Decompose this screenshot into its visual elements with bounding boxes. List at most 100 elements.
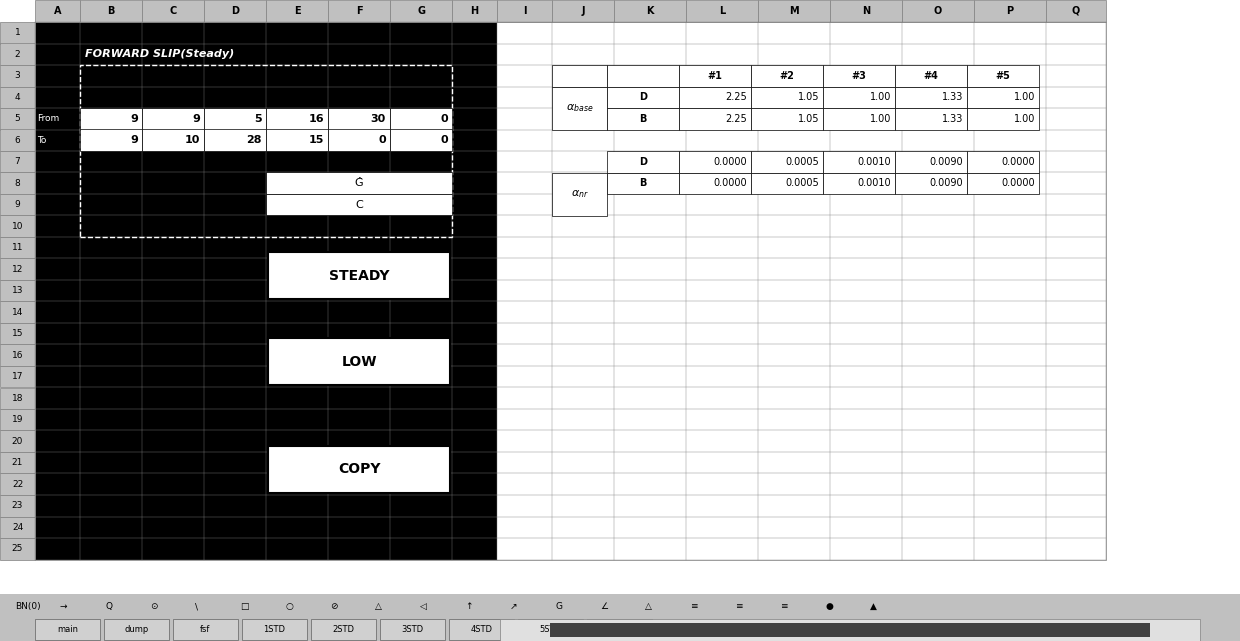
Bar — [35, 22, 1106, 560]
Bar — [823, 151, 895, 172]
Text: ↑: ↑ — [465, 602, 472, 611]
Text: 30: 30 — [371, 113, 386, 124]
Text: 1.00: 1.00 — [869, 92, 892, 103]
Text: 8: 8 — [15, 179, 20, 188]
Bar — [267, 108, 329, 129]
Text: Q: Q — [105, 602, 112, 611]
Bar — [680, 87, 751, 108]
Bar — [81, 0, 143, 22]
Text: C: C — [355, 200, 363, 210]
Text: 20: 20 — [12, 437, 24, 445]
Text: P: P — [1007, 6, 1013, 16]
Bar — [242, 619, 308, 640]
Text: Ĝ: Ĝ — [355, 178, 363, 188]
Text: $\alpha_{base}$: $\alpha_{base}$ — [565, 102, 593, 114]
Text: 23: 23 — [12, 501, 24, 510]
Text: B: B — [640, 113, 647, 124]
Bar — [608, 87, 680, 108]
Text: main: main — [57, 626, 78, 635]
Text: 25: 25 — [12, 544, 24, 553]
Text: A: A — [53, 6, 61, 16]
Text: #3: #3 — [852, 71, 867, 81]
Text: F: F — [356, 6, 362, 16]
Text: 0: 0 — [378, 135, 386, 146]
Bar — [329, 0, 391, 22]
Text: O: O — [934, 6, 942, 16]
Bar — [967, 108, 1039, 129]
Text: ≡: ≡ — [735, 602, 743, 611]
Text: To: To — [37, 136, 46, 145]
Bar — [205, 108, 267, 129]
Text: 1.00: 1.00 — [1013, 113, 1035, 124]
Text: FORWARD SLIP(Steady): FORWARD SLIP(Steady) — [86, 49, 234, 59]
Text: #1: #1 — [708, 71, 723, 81]
Bar — [0, 237, 35, 258]
Bar — [0, 280, 35, 301]
Bar — [895, 87, 967, 108]
Text: 9: 9 — [130, 135, 138, 146]
Text: 5: 5 — [254, 113, 262, 124]
Bar — [552, 87, 608, 129]
Bar — [686, 0, 758, 22]
Text: 15: 15 — [309, 135, 324, 146]
Bar — [311, 619, 376, 640]
Text: B: B — [108, 6, 114, 16]
Text: 24: 24 — [12, 523, 24, 532]
Text: G: G — [417, 6, 425, 16]
Bar — [391, 129, 453, 151]
Bar — [0, 151, 35, 172]
Bar — [0, 129, 35, 151]
Text: 3: 3 — [15, 71, 20, 80]
Text: 0.0010: 0.0010 — [857, 157, 892, 167]
Bar — [0, 215, 35, 237]
Text: M: M — [789, 6, 799, 16]
Text: D: D — [639, 92, 647, 103]
Text: 10: 10 — [11, 222, 24, 231]
Text: 9: 9 — [15, 200, 20, 209]
Bar — [552, 65, 608, 87]
Text: 12: 12 — [12, 265, 24, 274]
Bar — [895, 172, 967, 194]
Text: D: D — [231, 6, 239, 16]
Text: □: □ — [241, 602, 248, 611]
Bar — [104, 619, 169, 640]
Text: N: N — [862, 6, 870, 16]
Text: BN(0): BN(0) — [15, 602, 41, 611]
Bar — [0, 172, 35, 194]
Text: 2.25: 2.25 — [725, 92, 746, 103]
Bar — [552, 172, 608, 215]
Bar — [751, 87, 823, 108]
Text: LOW: LOW — [341, 354, 377, 369]
FancyBboxPatch shape — [268, 338, 450, 385]
Bar — [205, 0, 267, 22]
Text: #4: #4 — [924, 71, 939, 81]
Bar — [967, 151, 1039, 172]
Text: 1.33: 1.33 — [941, 113, 963, 124]
Bar — [895, 151, 967, 172]
Text: ●: ● — [825, 602, 833, 611]
Text: 0.0005: 0.0005 — [785, 178, 818, 188]
Bar — [967, 172, 1039, 194]
Bar — [823, 65, 895, 87]
Bar — [0, 431, 35, 452]
Bar — [143, 0, 205, 22]
Text: △: △ — [374, 602, 382, 611]
Bar — [823, 172, 895, 194]
Text: STEADY: STEADY — [329, 269, 389, 283]
Text: 19: 19 — [11, 415, 24, 424]
Text: K: K — [646, 6, 653, 16]
Bar — [267, 194, 453, 215]
Bar — [751, 151, 823, 172]
Text: 10: 10 — [185, 135, 200, 146]
Text: 11: 11 — [11, 243, 24, 253]
Bar — [0, 108, 35, 129]
Text: 28: 28 — [247, 135, 262, 146]
Bar — [1047, 0, 1106, 22]
Bar — [267, 129, 329, 151]
Text: 0.0000: 0.0000 — [1002, 178, 1035, 188]
Text: \: \ — [195, 602, 198, 611]
Text: 16: 16 — [11, 351, 24, 360]
Text: COPY: COPY — [337, 462, 381, 476]
Bar — [35, 22, 497, 560]
Bar — [967, 87, 1039, 108]
